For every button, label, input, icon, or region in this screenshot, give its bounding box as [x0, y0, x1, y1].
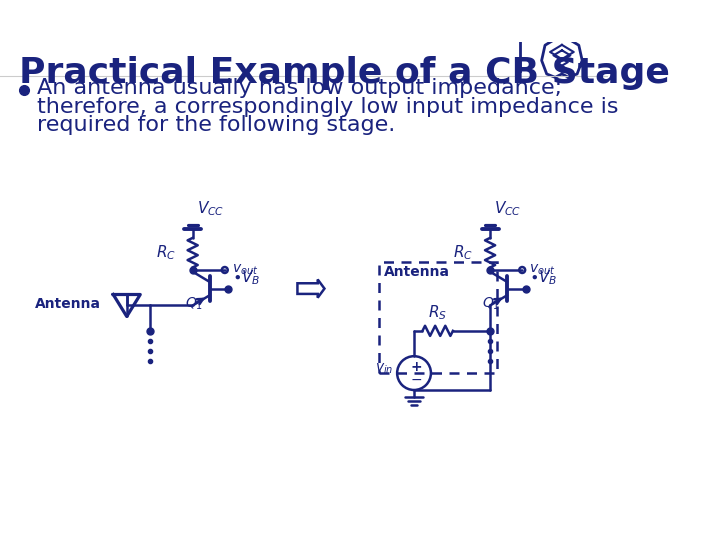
- Text: $v_{out}$: $v_{out}$: [529, 263, 555, 277]
- FancyBboxPatch shape: [379, 261, 497, 373]
- Text: $-$: $-$: [410, 372, 423, 386]
- Text: therefore, a correspondingly low input impedance is: therefore, a correspondingly low input i…: [37, 97, 618, 117]
- Text: $v_{in}$: $v_{in}$: [375, 362, 394, 376]
- Text: An antenna usually has low output impedance;: An antenna usually has low output impeda…: [37, 78, 562, 98]
- Text: $Q_1$: $Q_1$: [184, 295, 203, 312]
- Text: required for the following stage.: required for the following stage.: [37, 116, 395, 136]
- Text: $V_{CC}$: $V_{CC}$: [495, 199, 521, 218]
- Text: $v_{out}$: $v_{out}$: [232, 263, 258, 277]
- Text: $R_S$: $R_S$: [428, 303, 447, 322]
- Text: Antenna: Antenna: [384, 265, 449, 279]
- Text: $\bullet V_B$: $\bullet V_B$: [529, 268, 557, 287]
- Text: $Q_1$: $Q_1$: [482, 295, 500, 312]
- Polygon shape: [297, 280, 325, 298]
- Text: $V_{CC}$: $V_{CC}$: [197, 199, 224, 218]
- Text: $R_C$: $R_C$: [453, 244, 473, 262]
- Text: Antenna: Antenna: [35, 297, 102, 311]
- Text: +: +: [411, 360, 423, 374]
- Text: $R_C$: $R_C$: [156, 244, 176, 262]
- Text: Practical Example of a CB Stage: Practical Example of a CB Stage: [19, 56, 670, 90]
- Text: $\bullet V_B$: $\bullet V_B$: [232, 268, 260, 287]
